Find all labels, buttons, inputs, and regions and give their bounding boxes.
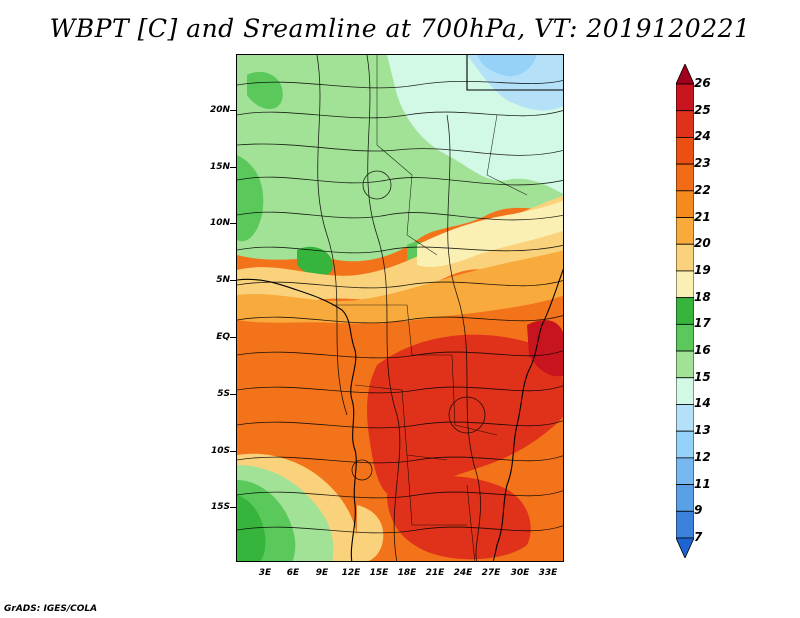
colorbar-label: 13 bbox=[694, 423, 711, 438]
colorbar-label: 20 bbox=[694, 236, 711, 251]
colorbar-swatch bbox=[676, 404, 694, 432]
lon-label-15e: 15E bbox=[369, 568, 389, 578]
lon-label-18e: 18E bbox=[397, 568, 417, 578]
lat-label-eq: EQ bbox=[216, 332, 230, 342]
colorbar-swatch bbox=[676, 217, 694, 245]
colorbar-label: 21 bbox=[694, 209, 711, 224]
colorbar-label: 18 bbox=[694, 289, 711, 304]
map-plot-area bbox=[236, 54, 564, 562]
colorbar-swatch bbox=[676, 137, 694, 165]
colorbar-label: 16 bbox=[694, 343, 711, 358]
lon-label-33e: 33E bbox=[538, 568, 558, 578]
colorbar-label: 19 bbox=[694, 262, 711, 277]
colorbar-swatch bbox=[676, 110, 694, 138]
lat-label-5s: 5S bbox=[217, 389, 230, 399]
colorbar-swatch bbox=[676, 297, 694, 325]
lon-label-9e: 9E bbox=[315, 568, 329, 578]
chart-title: WBPT [C] and Sreamline at 700hPa, VT: 20… bbox=[49, 14, 751, 43]
colorbar-swatch bbox=[676, 270, 694, 299]
colorbar-label: 24 bbox=[694, 129, 711, 144]
colorbar-swatch bbox=[676, 83, 694, 112]
lat-label-15s: 15S bbox=[210, 502, 230, 512]
colorbar-label: 9 bbox=[694, 503, 703, 518]
lon-label-21e: 21E bbox=[425, 568, 445, 578]
grads-credit: GrADS: IGES/COLA bbox=[4, 604, 98, 614]
colorbar-label: 7 bbox=[694, 530, 703, 544]
colorbar-swatch bbox=[676, 190, 694, 218]
colorbar-label: 12 bbox=[694, 449, 711, 464]
colorbar-swatch bbox=[676, 350, 694, 379]
lat-label-15n: 15N bbox=[209, 162, 230, 172]
lat-label-10n: 10N bbox=[209, 218, 230, 228]
colorbar-label: 15 bbox=[694, 369, 711, 384]
colorbar-label: 14 bbox=[694, 396, 711, 411]
colorbar bbox=[676, 64, 694, 558]
lat-label-20n: 20N bbox=[209, 105, 230, 115]
colorbar-swatch bbox=[676, 510, 694, 539]
lon-label-3e: 3E bbox=[258, 568, 272, 578]
lon-label-12e: 12E bbox=[341, 568, 361, 578]
colorbar-swatch bbox=[676, 457, 694, 485]
lon-label-30e: 30E bbox=[510, 568, 530, 578]
colorbar-label: 22 bbox=[694, 182, 711, 197]
colorbar-top-triangle bbox=[676, 64, 694, 85]
lon-label-24e: 24E bbox=[453, 568, 473, 578]
colorbar-swatch bbox=[676, 484, 694, 512]
colorbar-swatch bbox=[676, 163, 694, 192]
lon-label-6e: 6E bbox=[286, 568, 300, 578]
colorbar-label: 26 bbox=[694, 76, 711, 90]
colorbar-swatch bbox=[676, 243, 694, 272]
colorbar-swatch bbox=[676, 430, 694, 459]
colorbar-label: 25 bbox=[694, 102, 711, 117]
colorbar-bottom-triangle bbox=[676, 537, 694, 558]
colorbar-swatch bbox=[676, 377, 694, 405]
lat-label-5n: 5N bbox=[216, 275, 230, 285]
lat-label-10s: 10S bbox=[210, 446, 230, 456]
colorbar-label: 23 bbox=[694, 156, 711, 171]
colorbar-label: 11 bbox=[694, 476, 711, 491]
map-field bbox=[237, 55, 563, 561]
colorbar-swatch bbox=[676, 323, 694, 352]
colorbar-label: 17 bbox=[694, 316, 711, 331]
lon-label-27e: 27E bbox=[481, 568, 501, 578]
